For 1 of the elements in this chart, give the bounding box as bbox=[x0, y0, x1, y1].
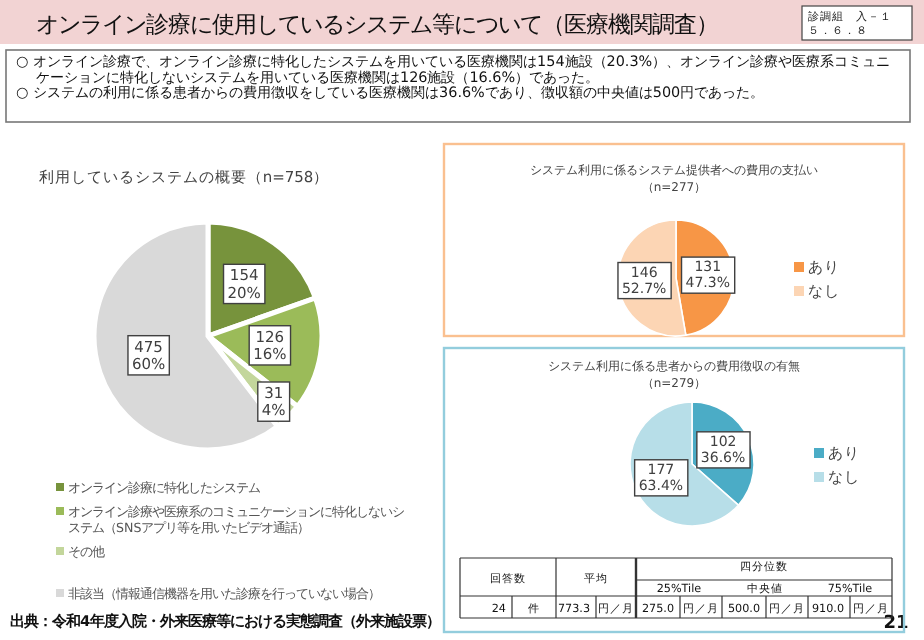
text: オンライン診療に使用しているシステム等について（医療機関調査） bbox=[36, 12, 718, 38]
